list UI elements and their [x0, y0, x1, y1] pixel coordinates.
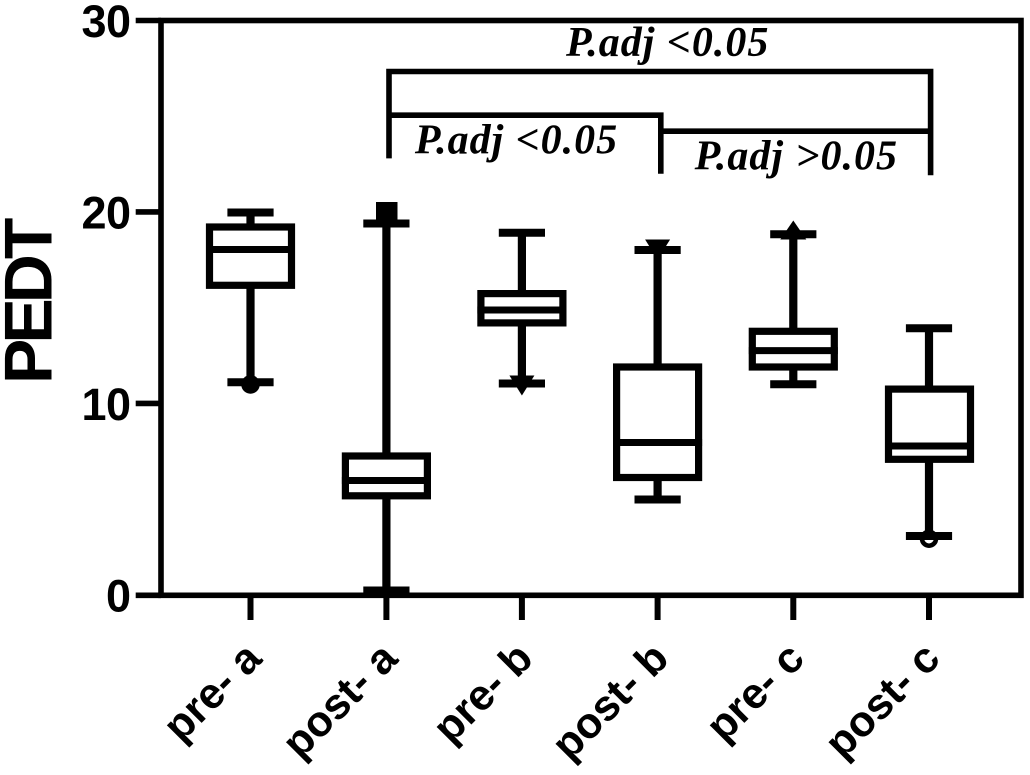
svg-text:PEDT: PEDT [0, 218, 67, 384]
svg-text:P.adj <0.05: P.adj <0.05 [565, 20, 769, 66]
svg-text:0: 0 [106, 571, 131, 622]
svg-text:P.adj >0.05: P.adj >0.05 [694, 134, 898, 180]
svg-text:30: 30 [81, 0, 130, 47]
svg-text:20: 20 [81, 187, 130, 238]
svg-text:P.adj <0.05: P.adj <0.05 [414, 117, 618, 163]
svg-text:10: 10 [81, 379, 130, 430]
